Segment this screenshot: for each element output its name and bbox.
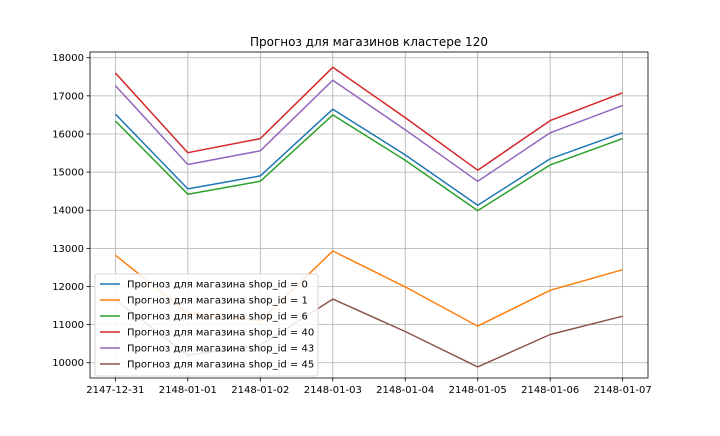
y-tick-label: 18000 [52,53,84,64]
y-tick-label: 11000 [52,320,84,331]
x-tick-label: 2148-01-05 [449,385,507,396]
series-line [114,66,623,171]
axis-layer: 2147-12-31 2148-01-01 2148-01-02 2148-01-03… [52,53,652,396]
x-tick-label: 2147-12-31 [86,385,144,396]
x-tick-label: 2148-01-03 [304,385,362,396]
series-line [114,114,623,212]
legend-label: Прогноз для магазина shop_id = 45 [127,360,314,371]
legend-label: Прогноз для магазина shop_id = 0 [127,280,308,291]
legend-box [94,273,319,377]
y-tick-label: 15000 [52,168,84,179]
legend-label: Прогноз для магазина shop_id = 6 [127,312,308,323]
x-tick-label: 2148-01-01 [159,385,217,396]
legend-label: Прогноз для магазина shop_id = 1 [127,296,308,307]
y-tick-label: 16000 [52,129,84,140]
legend: Прогноз для магазина shop_id = 0 Прогноз … [94,273,319,377]
y-tick-label: 10000 [52,358,84,369]
legend-label: Прогноз для магазина shop_id = 40 [127,328,314,339]
x-tick-label: 2148-01-04 [376,385,434,396]
y-tick-label: 12000 [52,282,84,293]
legend-label: Прогноз для магазина shop_id = 43 [127,344,314,355]
y-tick-label: 17000 [52,91,84,102]
x-tick-label: 2148-01-07 [594,385,652,396]
x-tick-label: 2148-01-06 [521,385,579,396]
chart-title: Прогноз для магазинов кластере 120 [250,35,488,49]
y-tick-label: 14000 [52,206,84,217]
series-line [114,79,623,183]
x-tick-label: 2148-01-02 [231,385,289,396]
plot-frame [89,51,649,379]
series-line [114,108,623,207]
y-tick-label: 13000 [52,244,84,255]
